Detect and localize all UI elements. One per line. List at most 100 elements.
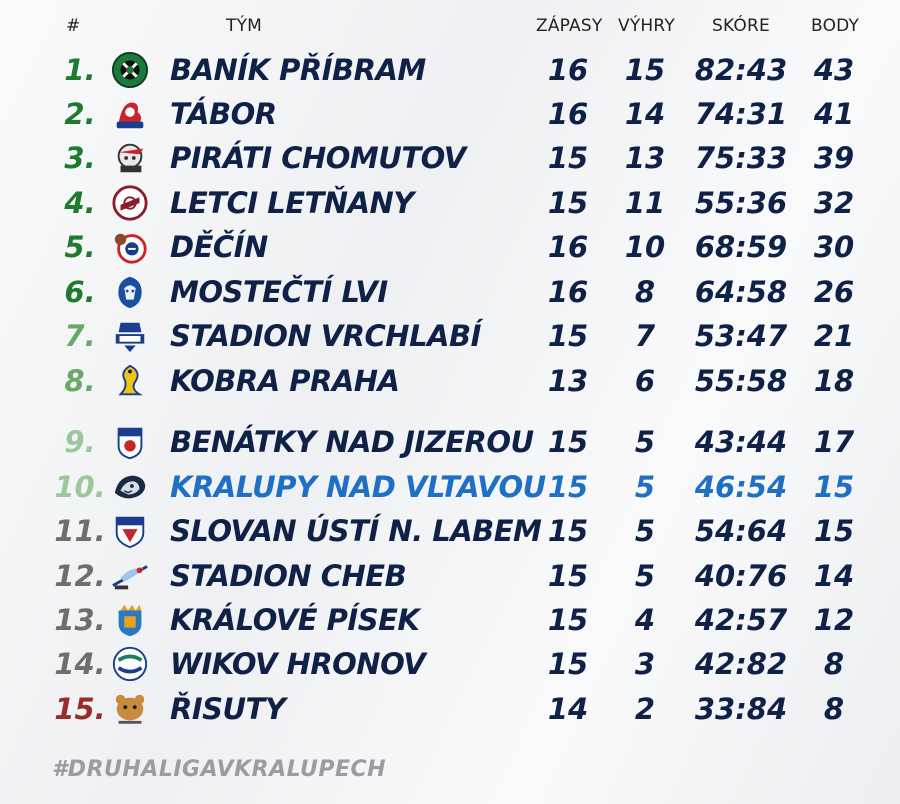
score: 75:33 (694, 141, 788, 175)
matches-played: 16 (547, 53, 589, 87)
score: 55:36 (694, 186, 788, 220)
matches-played: 16 (547, 230, 589, 264)
team-name: STADION CHEB (170, 559, 407, 593)
table-row: 2. TÁBOR 16 14 74:31 41 (0, 92, 900, 136)
wins: 10 (624, 230, 666, 264)
table-row: 8. KOBRA PRAHA 13 6 55:58 18 (0, 359, 900, 403)
team-name: WIKOV HRONOV (170, 647, 426, 681)
points: 8 (823, 692, 845, 726)
team-name: LETCI LETŇANY (170, 186, 414, 220)
wins: 2 (634, 692, 656, 726)
slovan-usti-logo (111, 512, 149, 550)
matches-played: 15 (547, 141, 589, 175)
matches-played: 16 (547, 275, 589, 309)
table-row: 1. BANÍK PŘÍBRAM 16 15 82:43 43 (0, 48, 900, 92)
wins: 5 (634, 470, 656, 504)
wins: 4 (634, 603, 656, 637)
wins: 6 (634, 364, 656, 398)
team-name: KRÁLOVÉ PÍSEK (170, 603, 420, 637)
header-position: # (66, 16, 81, 36)
score: 68:59 (694, 230, 788, 264)
points: 12 (813, 603, 855, 637)
table-row: 5. DĚČÍN 16 10 68:59 30 (0, 225, 900, 269)
team-name: DĚČÍN (170, 230, 268, 264)
table-row: 3. PIRÁTI CHOMUTOV 15 13 75:33 39 (0, 136, 900, 180)
score: 82:43 (694, 53, 788, 87)
score: 33:84 (694, 692, 788, 726)
table-row: 10. KRALUPY NAD VLTAVOU 15 5 46:54 15 (0, 465, 900, 509)
position-number: 7. (64, 319, 96, 353)
table-row: 7. STADION VRCHLABÍ 15 7 53:47 21 (0, 314, 900, 358)
score: 42:82 (694, 647, 788, 681)
matches-played: 15 (547, 425, 589, 459)
table-row: 11. SLOVAN ÚSTÍ N. LABEM 15 5 54:64 15 (0, 509, 900, 553)
score: 64:58 (694, 275, 788, 309)
team-name: ŘISUTY (170, 692, 286, 726)
letci-letnany-logo (111, 184, 149, 222)
vrchlabi-logo (111, 317, 149, 355)
header-wins: VÝHRY (618, 16, 675, 36)
position-number: 3. (64, 141, 96, 175)
points: 14 (813, 559, 855, 593)
points: 43 (813, 53, 855, 87)
score: 53:47 (694, 319, 788, 353)
position-number: 12. (54, 559, 106, 593)
team-name: BENÁTKY NAD JIZEROU (170, 425, 534, 459)
header-points: BODY (811, 16, 860, 36)
tabor-logo (111, 95, 149, 133)
matches-played: 15 (547, 559, 589, 593)
points: 30 (813, 230, 855, 264)
position-number: 5. (64, 230, 96, 264)
position-number: 9. (64, 425, 96, 459)
hronov-logo (111, 645, 149, 683)
wins: 5 (634, 514, 656, 548)
matches-played: 15 (547, 319, 589, 353)
points: 15 (813, 514, 855, 548)
team-name: STADION VRCHLABÍ (170, 319, 481, 353)
score: 74:31 (694, 97, 788, 131)
points: 17 (813, 425, 855, 459)
position-number: 8. (64, 364, 96, 398)
table-row: 12. STADION CHEB 15 5 40:76 14 (0, 554, 900, 598)
points: 32 (813, 186, 855, 220)
header-team: TÝM (226, 16, 263, 36)
score: 42:57 (694, 603, 788, 637)
wins: 11 (624, 186, 666, 220)
wins: 15 (624, 53, 666, 87)
points: 41 (813, 97, 855, 131)
points: 8 (823, 647, 845, 681)
team-name: KOBRA PRAHA (170, 364, 400, 398)
cheb-logo (111, 557, 149, 595)
decin-logo (111, 228, 149, 266)
wins: 5 (634, 559, 656, 593)
position-number: 13. (54, 603, 106, 637)
table-row: 4. LETCI LETŇANY 15 11 55:36 32 (0, 181, 900, 225)
pisek-logo (111, 601, 149, 639)
team-name: PIRÁTI CHOMUTOV (170, 141, 466, 175)
kobra-praha-logo (111, 362, 149, 400)
matches-played: 15 (547, 647, 589, 681)
matches-played: 14 (547, 692, 589, 726)
matches-played: 15 (547, 603, 589, 637)
mostecti-lvi-logo (111, 273, 149, 311)
position-number: 2. (64, 97, 96, 131)
team-name: BANÍK PŘÍBRAM (170, 53, 426, 87)
points: 26 (813, 275, 855, 309)
position-number: 11. (54, 514, 106, 548)
header-score: SKÓRE (712, 16, 770, 36)
score: 40:76 (694, 559, 788, 593)
banik-pribram-logo (111, 51, 149, 89)
matches-played: 16 (547, 97, 589, 131)
team-name: MOSTEČTÍ LVI (170, 275, 388, 309)
points: 21 (813, 319, 855, 353)
matches-played: 15 (547, 470, 589, 504)
wins: 5 (634, 425, 656, 459)
table-row: 13. KRÁLOVÉ PÍSEK 15 4 42:57 12 (0, 598, 900, 642)
wins: 8 (634, 275, 656, 309)
score: 54:64 (694, 514, 788, 548)
table-row: 14. WIKOV HRONOV 15 3 42:82 8 (0, 642, 900, 686)
position-number: 15. (54, 692, 106, 726)
points: 39 (813, 141, 855, 175)
table-row: 9. BENÁTKY NAD JIZEROU 15 5 43:44 17 (0, 420, 900, 464)
pirati-chomutov-logo (111, 139, 149, 177)
